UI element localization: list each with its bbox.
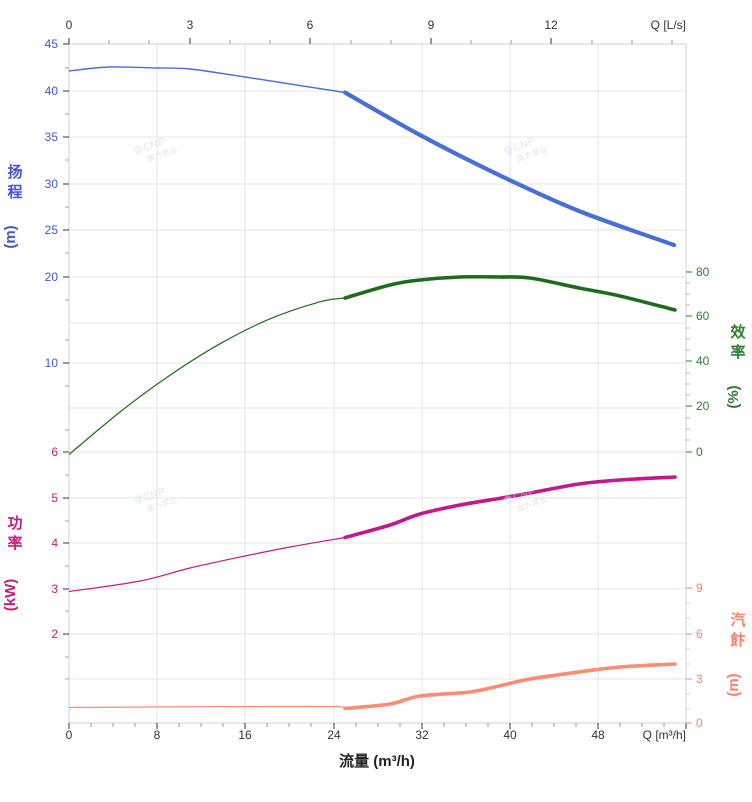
svg-text:6: 6 — [51, 445, 58, 459]
svg-text:16: 16 — [238, 728, 252, 742]
svg-text:效: 效 — [730, 323, 746, 341]
svg-text:48: 48 — [591, 728, 605, 742]
svg-text:35: 35 — [45, 130, 59, 144]
svg-text:25: 25 — [45, 223, 59, 237]
svg-text:6: 6 — [696, 627, 703, 641]
svg-text:(m): (m) — [2, 225, 19, 248]
svg-text:4: 4 — [51, 536, 58, 550]
svg-text:飰: 飰 — [729, 631, 745, 649]
svg-text:0: 0 — [696, 445, 703, 459]
svg-text:Q [m³/h]: Q [m³/h] — [643, 728, 686, 742]
svg-text:40: 40 — [696, 354, 710, 368]
svg-text:率: 率 — [730, 343, 745, 361]
svg-text:功: 功 — [7, 515, 22, 532]
svg-text:汽: 汽 — [730, 611, 745, 629]
svg-text:9: 9 — [696, 581, 703, 595]
svg-text:10: 10 — [45, 356, 59, 370]
svg-text:0: 0 — [66, 728, 73, 742]
svg-text:32: 32 — [415, 728, 429, 742]
svg-text:3: 3 — [187, 18, 194, 32]
svg-text:2: 2 — [51, 627, 58, 641]
svg-text:45: 45 — [45, 37, 59, 51]
svg-text:9: 9 — [428, 18, 435, 32]
svg-text:12: 12 — [544, 18, 558, 32]
svg-text:20: 20 — [696, 399, 710, 413]
svg-text:0: 0 — [66, 18, 73, 32]
svg-text:6: 6 — [307, 18, 314, 32]
svg-text:Q [L/s]: Q [L/s] — [651, 18, 686, 32]
svg-text:8: 8 — [154, 728, 161, 742]
svg-text:(m): (m) — [725, 673, 742, 696]
svg-text:60: 60 — [696, 309, 710, 323]
svg-text:3: 3 — [51, 582, 58, 596]
svg-text:40: 40 — [503, 728, 517, 742]
svg-text:20: 20 — [45, 270, 59, 284]
svg-text:(kW): (kW) — [2, 579, 19, 612]
svg-text:流量 (m³/h): 流量 (m³/h) — [339, 752, 415, 770]
svg-text:程: 程 — [7, 184, 22, 201]
svg-text:(%): (%) — [725, 385, 742, 408]
svg-text:24: 24 — [327, 728, 341, 742]
svg-text:40: 40 — [45, 84, 59, 98]
svg-text:扬: 扬 — [7, 163, 22, 181]
svg-text:5: 5 — [51, 491, 58, 505]
svg-text:0: 0 — [696, 716, 703, 730]
svg-text:率: 率 — [7, 534, 22, 552]
svg-text:3: 3 — [696, 672, 703, 686]
svg-text:30: 30 — [45, 177, 59, 191]
svg-text:80: 80 — [696, 265, 710, 279]
